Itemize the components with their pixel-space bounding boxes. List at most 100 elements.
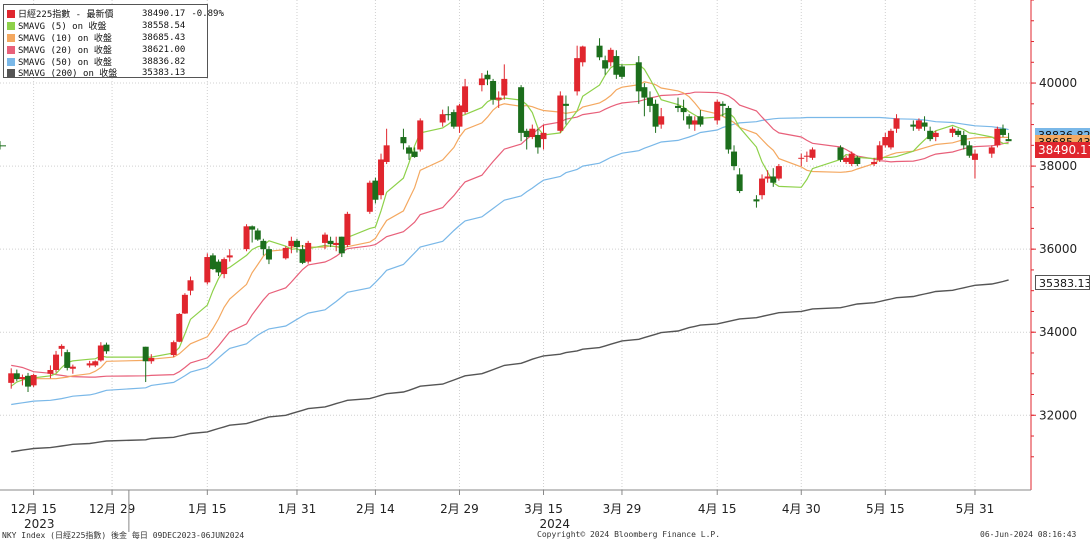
candle-body — [893, 118, 900, 129]
candle-body — [19, 377, 26, 380]
legend-entry-sma200: SMAVG (200) on 收盤 35383.13 — [7, 67, 185, 79]
candlesticks — [0, 38, 1012, 392]
x-tick-label: 12月 29 — [89, 502, 135, 516]
candle-body — [181, 294, 188, 314]
candle-body — [333, 242, 340, 245]
candle-body — [288, 240, 295, 247]
candle-body — [596, 45, 603, 58]
candle-body — [876, 145, 883, 160]
candle-body — [30, 374, 37, 386]
candle-body — [680, 107, 687, 113]
candle-body — [254, 230, 261, 240]
candle-body — [714, 101, 721, 121]
candle-body — [215, 261, 222, 273]
candle-body — [882, 137, 889, 146]
candle-body — [64, 352, 71, 368]
candle-body — [843, 157, 850, 162]
footer-timestamp: 06-Jun-2024 08:16:43 — [980, 530, 1077, 539]
candle-body — [103, 344, 110, 352]
candle-body — [142, 346, 149, 362]
candle-body — [809, 149, 816, 158]
candle-body — [411, 151, 418, 157]
legend-label: SMAVG (5) on 收盤 — [18, 22, 107, 32]
last-value-label-nky: 38490.17 — [1035, 142, 1090, 158]
candle-body — [837, 147, 844, 160]
candle-body — [383, 145, 390, 162]
candle-body — [1005, 139, 1012, 142]
legend-value: 38621.00 — [142, 44, 186, 55]
candle-body — [400, 137, 407, 144]
candle-body — [501, 78, 508, 96]
legend-label: SMAVG (10) on 收盤 — [18, 34, 112, 44]
candle-body — [686, 116, 693, 125]
candle-body — [518, 87, 525, 133]
sma-line-1 — [10, 63, 1009, 387]
x-tick-label: 3月 15 — [524, 502, 563, 516]
y-tick-label: 32000 — [1039, 408, 1077, 422]
candle-body — [372, 180, 379, 200]
candle-body — [344, 213, 351, 245]
candle-body — [557, 95, 564, 131]
legend-entry-sma5: SMAVG (5) on 收盤 38558.54 — [7, 20, 186, 32]
candle-body — [282, 247, 289, 259]
candle-body — [170, 342, 177, 356]
candle-body — [8, 373, 15, 383]
candle-body — [529, 128, 536, 138]
candle-body — [803, 155, 810, 157]
candle-body — [490, 80, 497, 100]
candle-body — [927, 130, 934, 140]
sma-line-4 — [11, 116, 1009, 406]
year-label-2023: 2023 — [24, 517, 55, 531]
candle-body — [221, 259, 228, 275]
candle-body — [439, 114, 446, 123]
candle-body — [0, 145, 6, 147]
candle-body — [265, 249, 272, 260]
candle-body — [406, 147, 413, 154]
candle-body — [534, 134, 541, 148]
candle-body — [753, 199, 760, 202]
candle-body — [854, 157, 861, 165]
legend-entry-nky: 日經225指數 - 最新價 38490.17 -0.89% — [7, 8, 224, 20]
legend-entry-sma20: SMAVG (20) on 收盤 38621.00 — [7, 44, 186, 56]
candle-body — [69, 366, 76, 369]
legend-swatch — [7, 68, 15, 77]
candle-body — [378, 159, 385, 196]
candle-body — [47, 369, 54, 374]
y-axis: 32000 34000 36000 38000 40000 — [1030, 0, 1077, 490]
candle-body — [243, 226, 250, 250]
candle-body — [725, 107, 732, 150]
x-tick-label: 1月 15 — [188, 502, 227, 516]
candle-body — [226, 255, 233, 258]
candle-body — [495, 97, 502, 100]
legend-value: 38685.43 — [142, 32, 186, 43]
moving-average-lines — [10, 63, 1009, 453]
x-tick-label: 4月 30 — [782, 502, 821, 516]
candle-body — [478, 78, 485, 86]
legend-swatch — [7, 45, 15, 54]
legend-label: SMAVG (20) on 收盤 — [18, 46, 112, 56]
candle-body — [523, 130, 530, 138]
candle-body — [691, 120, 698, 125]
candle-body — [719, 103, 726, 106]
candle-body — [58, 345, 65, 349]
y-tick-label: 40000 — [1039, 76, 1077, 90]
legend-value: 38836.82 — [142, 56, 186, 67]
legend-value: 38558.54 — [142, 20, 186, 31]
legend-entry-sma50: SMAVG (50) on 收盤 38836.82 — [7, 56, 186, 68]
legend-swatch — [7, 9, 15, 18]
legend-value: 38490.17 — [142, 8, 186, 19]
candle-body — [613, 56, 620, 75]
candle-body — [25, 375, 32, 387]
sma-line-3 — [11, 91, 1009, 378]
footer-copyright: Copyright© 2024 Bloomberg Finance L.P. — [537, 530, 721, 539]
candle-body — [260, 240, 267, 250]
candle-body — [321, 234, 328, 243]
candle-body — [293, 240, 300, 248]
candle-body — [775, 166, 782, 179]
candle-body — [92, 361, 99, 366]
candle-body — [646, 97, 653, 106]
candle-body — [887, 130, 894, 148]
candle-body — [204, 257, 211, 283]
candle-body — [697, 116, 704, 125]
